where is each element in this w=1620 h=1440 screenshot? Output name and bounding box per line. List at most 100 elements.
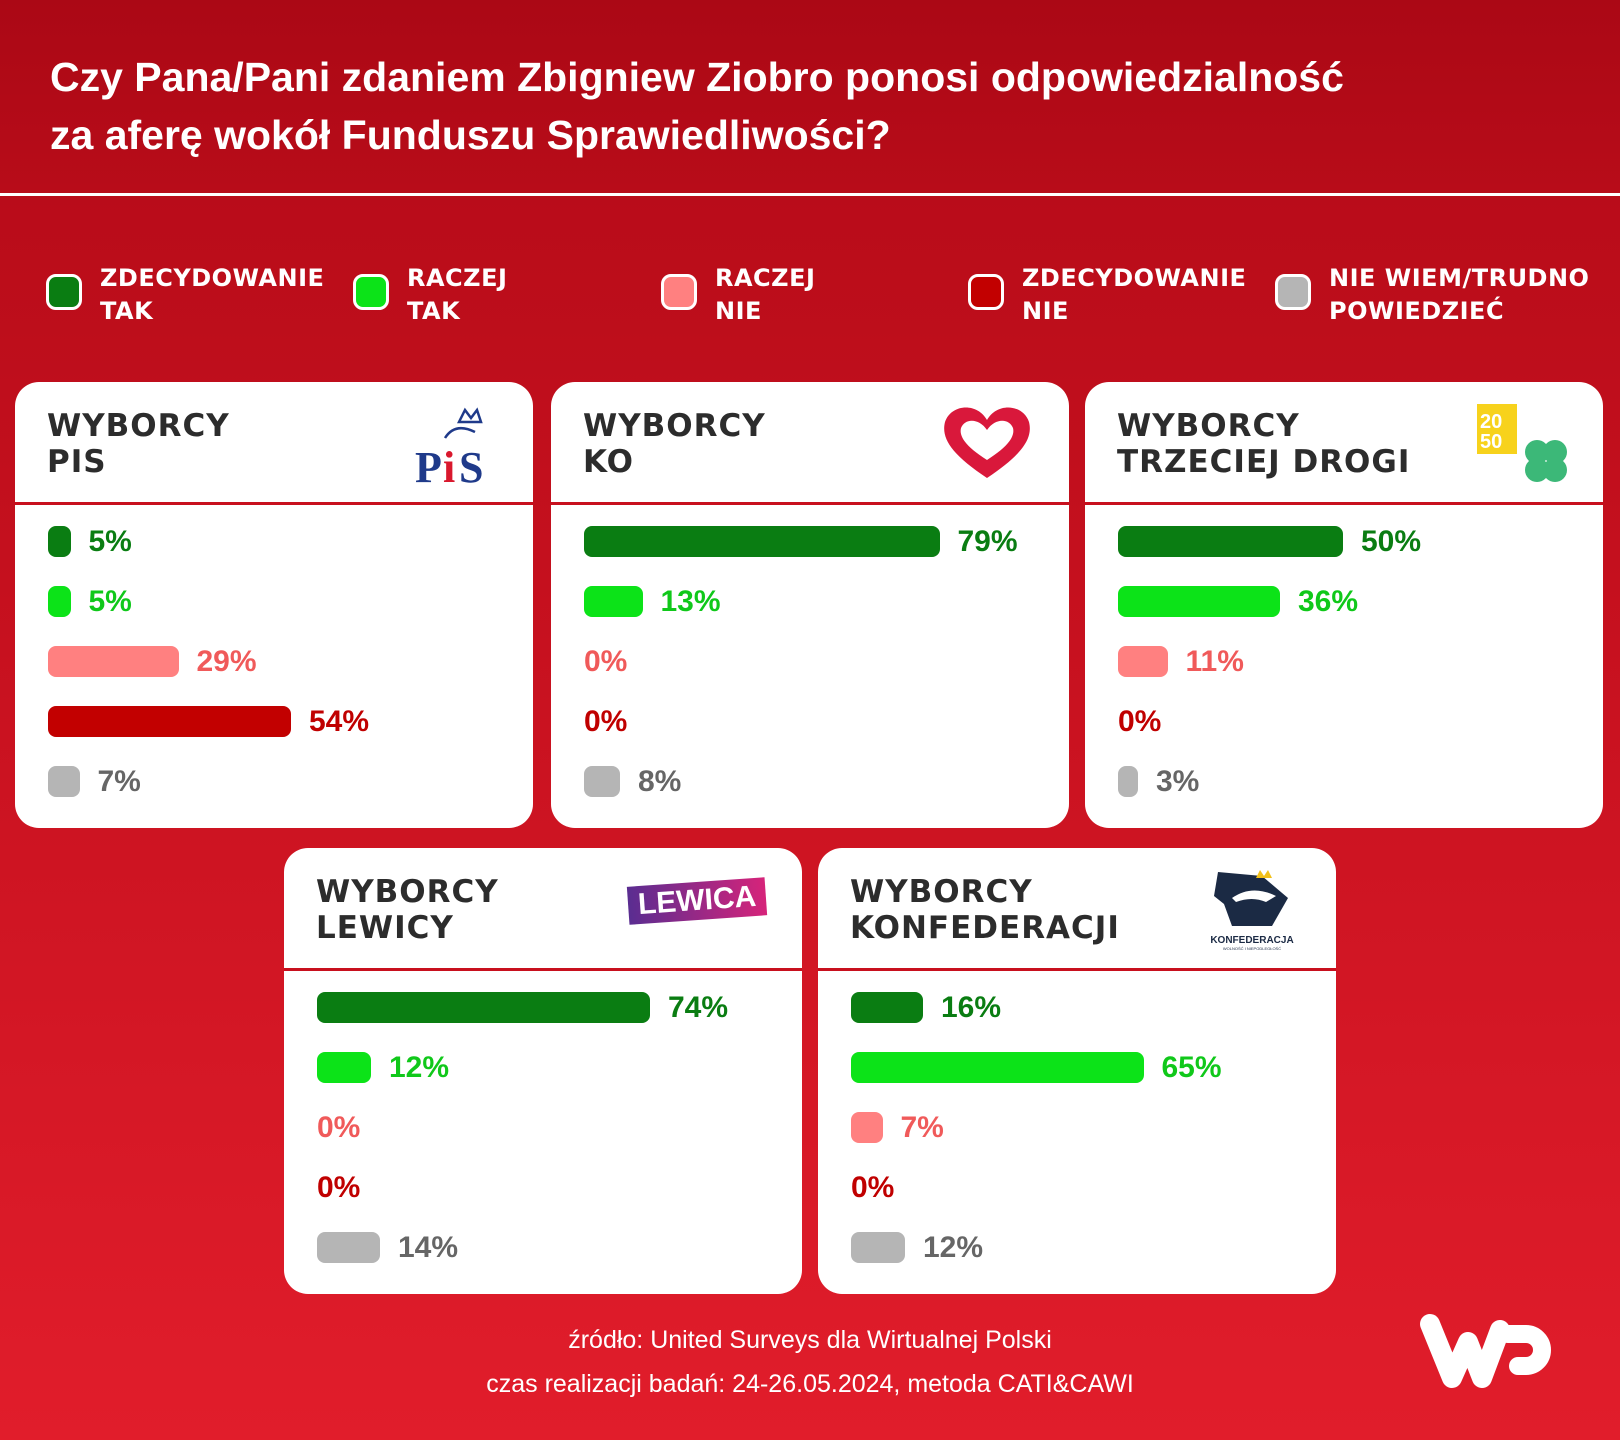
legend-label: ZDECYDOWANIE NIE <box>1022 264 1247 325</box>
legend-item: NIE WIEM/TRUDNO POWIEDZIEĆ <box>1275 262 1589 328</box>
party-logo: 20 50 <box>1475 402 1567 493</box>
bar-row: 3% <box>1118 764 1200 798</box>
legend-item: RACZEJ NIE <box>661 262 815 328</box>
bar-row: 13% <box>584 584 721 618</box>
svg-text:50: 50 <box>1480 431 1502 453</box>
bar-0 <box>851 992 923 1023</box>
value-label: 0% <box>317 1110 361 1144</box>
bar-4 <box>851 1232 905 1263</box>
card-title: WYBORCY LEWICY <box>316 874 499 946</box>
bar-row: 0% <box>317 1110 361 1144</box>
card-lewicy: WYBORCY LEWICY LEWICA 74% 12% 0% 0% 14% <box>284 848 802 1294</box>
bar-2 <box>851 1112 883 1143</box>
card-divider <box>15 502 533 505</box>
legend-item: ZDECYDOWANIE NIE <box>968 262 1246 328</box>
bar-row: 54% <box>48 704 370 738</box>
value-label: 16% <box>941 990 1002 1024</box>
source-text: źródło: United Surveys dla Wirtualnej Po… <box>568 1326 1052 1354</box>
bar-4 <box>584 766 620 797</box>
bar-row: 36% <box>1118 584 1359 618</box>
value-label: 12% <box>389 1050 450 1084</box>
card-konfederacji: WYBORCY KONFEDERACJI KONFEDERACJA WOLNOŚĆ… <box>818 848 1336 1294</box>
bar-row: 12% <box>317 1050 450 1084</box>
legend-label: NIE WIEM/TRUDNO POWIEDZIEĆ <box>1329 264 1590 325</box>
bar-row: 0% <box>584 704 628 738</box>
party-logo: KONFEDERACJA WOLNOŚĆ I NIEPODLEGŁOŚĆ <box>1204 868 1300 951</box>
value-label: 11% <box>1185 644 1244 678</box>
card-title: WYBORCY PIS <box>47 408 230 480</box>
value-label: 13% <box>660 584 721 618</box>
legend-swatch <box>46 274 82 310</box>
value-label: 0% <box>584 644 628 678</box>
value-label: 5% <box>88 524 132 558</box>
bar-row: 0% <box>584 644 628 678</box>
legend-swatch <box>968 274 1004 310</box>
card-divider <box>551 502 1069 505</box>
header-band: Czy Pana/Pani zdaniem Zbigniew Ziobro po… <box>0 0 1620 196</box>
bar-0 <box>1118 526 1343 557</box>
legend-label: ZDECYDOWANIE TAK <box>100 264 325 325</box>
card-title: WYBORCY KONFEDERACJI <box>850 874 1120 946</box>
bar-row: 5% <box>48 524 132 558</box>
value-label: 3% <box>1156 764 1200 798</box>
bar-4 <box>1118 766 1138 797</box>
bar-1 <box>317 1052 371 1083</box>
bar-0 <box>584 526 940 557</box>
bar-1 <box>1118 586 1280 617</box>
card-title: WYBORCY TRZECIEJ DROGI <box>1117 408 1411 480</box>
card-divider <box>1085 502 1603 505</box>
party-logo: LEWICA <box>626 868 768 925</box>
bar-4 <box>48 766 80 797</box>
konfederacja-logo-sub: WOLNOŚĆ I NIEPODLEGŁOŚĆ <box>1222 946 1282 951</box>
legend-swatch <box>353 274 389 310</box>
value-label: 50% <box>1361 524 1422 558</box>
bar-row: 29% <box>48 645 257 678</box>
svg-text:20: 20 <box>1480 411 1502 433</box>
bar-row: 11% <box>1118 644 1244 678</box>
bar-row: 50% <box>1118 524 1422 558</box>
bar-2 <box>1118 646 1168 677</box>
legend-swatch <box>1275 274 1311 310</box>
value-label: 36% <box>1298 584 1359 618</box>
bar-row: 79% <box>584 525 1018 558</box>
value-label: 0% <box>1118 704 1162 738</box>
legend-swatch <box>661 274 697 310</box>
bar-0 <box>317 992 650 1023</box>
value-label: 7% <box>900 1110 944 1144</box>
bar-4 <box>317 1232 380 1263</box>
bar-row: 65% <box>851 1050 1222 1084</box>
bar-row: 16% <box>851 990 1002 1024</box>
value-label: 0% <box>851 1170 895 1204</box>
value-label: 8% <box>638 764 682 798</box>
bar-row: 74% <box>317 991 728 1024</box>
lewica-logo-text: LEWICA <box>626 877 768 925</box>
bar-row: 7% <box>48 764 141 798</box>
bar-row: 12% <box>851 1230 984 1264</box>
card-ko: WYBORCY KO 79% 13% 0% 0% 8% <box>551 382 1069 828</box>
value-label: 65% <box>1161 1050 1222 1084</box>
bar-2 <box>48 646 179 677</box>
bar-row: 0% <box>317 1171 360 1204</box>
bar-row: 8% <box>584 764 682 798</box>
value-label: 0% <box>584 704 628 738</box>
value-label: 14% <box>398 1230 459 1264</box>
bar-1 <box>584 586 643 617</box>
value-label: 7% <box>97 764 141 798</box>
svg-text:S: S <box>459 443 483 488</box>
party-logo <box>941 402 1033 487</box>
bar-1 <box>48 586 71 617</box>
legend-item: ZDECYDOWANIE TAK <box>46 262 324 328</box>
value-label: 5% <box>88 584 132 618</box>
value-label: 12% <box>923 1230 984 1264</box>
card-divider <box>284 968 802 971</box>
bar-row: 14% <box>317 1230 459 1264</box>
period-text: czas realizacji badań: 24-26.05.2024, me… <box>486 1370 1134 1398</box>
svg-text:P: P <box>415 443 442 488</box>
value-label: 54% <box>309 704 370 738</box>
card-divider <box>818 968 1336 971</box>
bar-row: 7% <box>851 1110 944 1144</box>
bar-row: 5% <box>48 584 132 618</box>
svg-text:i: i <box>443 443 455 488</box>
